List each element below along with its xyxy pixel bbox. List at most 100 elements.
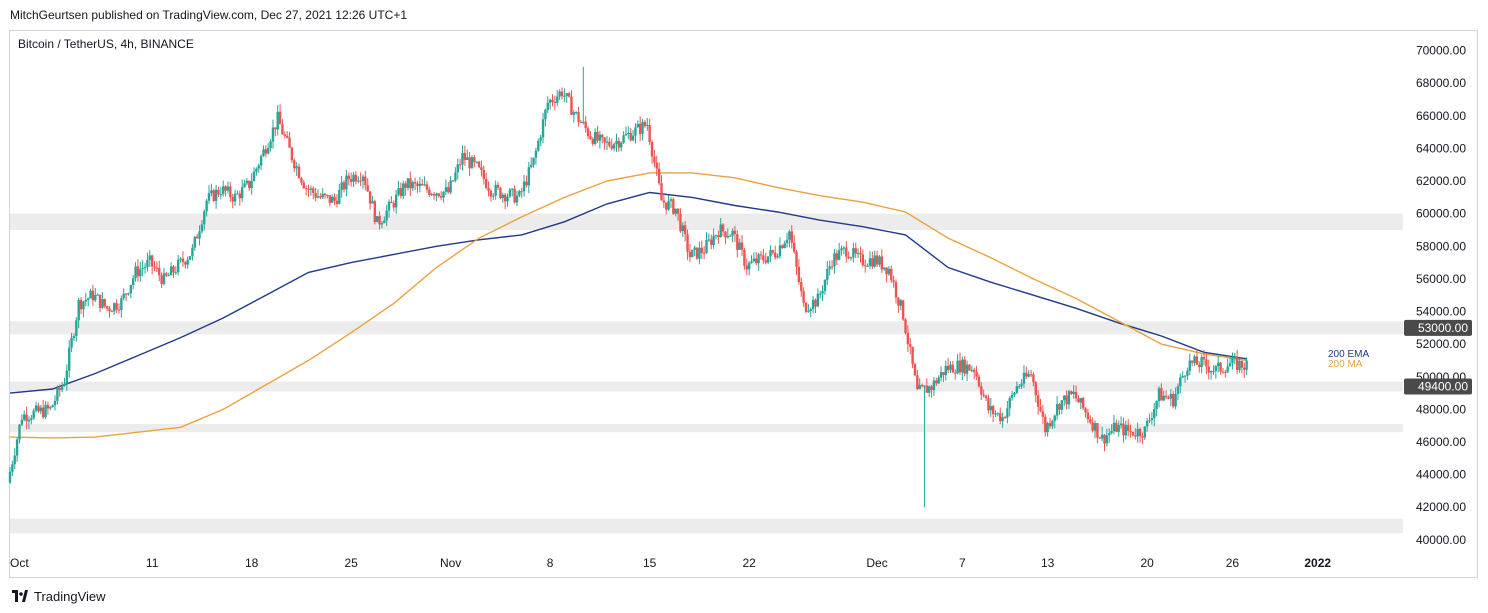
candle <box>582 66 585 125</box>
candle-body <box>124 293 128 295</box>
candle-body <box>973 369 976 372</box>
candle-body <box>1060 400 1064 410</box>
candle-body <box>413 182 417 184</box>
candle <box>94 287 97 303</box>
time-axis[interactable]: Oct 11 18 25 Nov 8 15 22 Dec 7 13 20 26 2022 <box>10 556 1331 570</box>
candle-body <box>449 180 452 193</box>
candle <box>423 176 426 187</box>
candle <box>731 228 734 243</box>
y-tick-label: 54000.00 <box>1416 305 1466 319</box>
candle-body <box>222 186 225 195</box>
candle <box>328 195 332 207</box>
candle-body <box>312 188 315 193</box>
candle <box>212 188 215 203</box>
candle-body <box>830 266 834 268</box>
candle-body <box>347 175 350 180</box>
candle-body <box>956 360 959 374</box>
candle <box>719 218 722 238</box>
candle <box>702 246 706 260</box>
candle-body <box>823 279 827 292</box>
candle <box>1141 432 1144 445</box>
candle <box>397 180 400 197</box>
candle-body <box>162 273 166 285</box>
candle <box>1207 359 1210 380</box>
candle-body <box>923 385 926 387</box>
candle-body <box>1183 375 1187 377</box>
candle-body <box>338 190 341 204</box>
candle <box>650 139 654 164</box>
candle <box>466 149 469 161</box>
candle-body <box>1134 435 1137 437</box>
candle-body <box>1221 371 1225 373</box>
candle-body <box>1041 411 1045 417</box>
candle <box>295 162 298 176</box>
candle <box>1046 421 1049 437</box>
candle <box>880 249 884 273</box>
candle <box>667 195 670 212</box>
y-tick-label: 46000.00 <box>1416 435 1466 449</box>
candle-body <box>257 165 260 169</box>
candle-body <box>56 388 59 401</box>
candle <box>769 245 772 263</box>
candle <box>27 416 31 430</box>
candle-body <box>778 245 782 257</box>
candle-body <box>643 121 647 126</box>
candle <box>890 265 893 283</box>
candle-body <box>982 394 985 396</box>
candle <box>1124 420 1128 440</box>
candle <box>177 254 180 276</box>
candle-body <box>321 193 324 198</box>
candle <box>473 154 476 168</box>
candle-body <box>913 364 917 376</box>
candle <box>878 254 881 267</box>
candle <box>932 376 936 396</box>
candle <box>25 406 28 430</box>
candle-body <box>930 386 933 390</box>
candle-body <box>714 235 718 237</box>
candle-body <box>361 176 365 181</box>
candle-body <box>868 258 872 266</box>
candle-body <box>563 95 566 97</box>
candle-body <box>743 249 746 266</box>
candle <box>200 220 204 234</box>
candle <box>335 194 339 208</box>
candle-body <box>269 141 272 149</box>
candle <box>627 126 630 139</box>
candle <box>1112 414 1116 435</box>
price-axis[interactable]: 40000.00 42000.00 44000.00 46000.00 48000.00… <box>1416 44 1466 547</box>
candle-body <box>1160 388 1163 401</box>
candle <box>319 192 322 200</box>
candle-body <box>875 255 879 265</box>
candle-body <box>1155 400 1158 409</box>
x-tick-label: Oct <box>10 556 29 570</box>
candle-body <box>1122 423 1125 436</box>
candle-body <box>371 201 374 204</box>
candle-body <box>762 255 765 261</box>
candle-body <box>1148 420 1151 422</box>
candle <box>458 158 462 170</box>
candle <box>281 119 284 135</box>
candle <box>503 192 507 210</box>
candle-body <box>366 185 369 192</box>
candle <box>752 252 756 263</box>
candle-body <box>364 176 367 186</box>
candle <box>766 256 770 264</box>
candle-body <box>231 197 234 202</box>
candle-body <box>847 256 850 259</box>
candle <box>1022 365 1026 388</box>
candle <box>89 288 92 299</box>
candle-body <box>46 404 50 409</box>
candle <box>240 179 244 202</box>
candle-body <box>584 121 587 129</box>
candle-body <box>674 208 677 214</box>
candle-body <box>1006 408 1009 418</box>
candle <box>728 234 732 237</box>
candle-body <box>53 400 57 406</box>
candle <box>91 284 95 306</box>
zone-1 <box>10 321 1403 335</box>
symbol-title[interactable]: Bitcoin / TetherUS, 4h, BINANCE <box>18 37 194 51</box>
candle <box>345 169 348 197</box>
candle <box>759 251 763 260</box>
candle <box>309 185 313 196</box>
